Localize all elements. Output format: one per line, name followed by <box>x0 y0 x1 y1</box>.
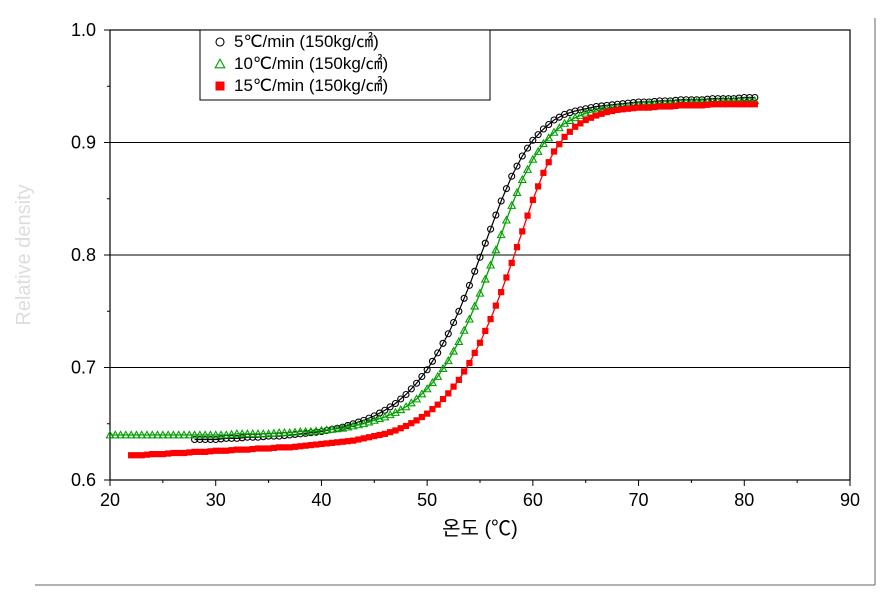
svg-text:5℃/min (150kg/㎠): 5℃/min (150kg/㎠) <box>234 32 379 51</box>
chart-container: 20 30 40 50 60 70 80 90 0.6 0.7 0.8 0.9 1.0 온도 (℃) Rel… <box>0 0 896 598</box>
svg-text:0.8: 0.8 <box>71 245 96 265</box>
svg-text:20: 20 <box>100 490 120 510</box>
svg-text:0.6: 0.6 <box>71 470 96 490</box>
svg-text:온도 (℃): 온도 (℃) <box>442 518 518 540</box>
svg-text:80: 80 <box>734 490 754 510</box>
svg-text:0.9: 0.9 <box>71 133 96 153</box>
svg-text:10℃/min (150kg/㎠): 10℃/min (150kg/㎠) <box>234 54 388 73</box>
svg-text:30: 30 <box>206 490 226 510</box>
svg-text:40: 40 <box>311 490 331 510</box>
svg-text:70: 70 <box>629 490 649 510</box>
svg-text:15℃/min (150kg/㎠): 15℃/min (150kg/㎠) <box>234 76 388 95</box>
svg-text:50: 50 <box>417 490 437 510</box>
svg-text:0.7: 0.7 <box>71 358 96 378</box>
svg-text:60: 60 <box>523 490 543 510</box>
svg-text:90: 90 <box>840 490 860 510</box>
svg-text:Relative density: Relative density <box>13 184 35 325</box>
chart-svg: 20 30 40 50 60 70 80 90 0.6 0.7 0.8 0.9 1.0 온도 (℃) Rel… <box>0 0 896 598</box>
svg-text:1.0: 1.0 <box>71 20 96 40</box>
